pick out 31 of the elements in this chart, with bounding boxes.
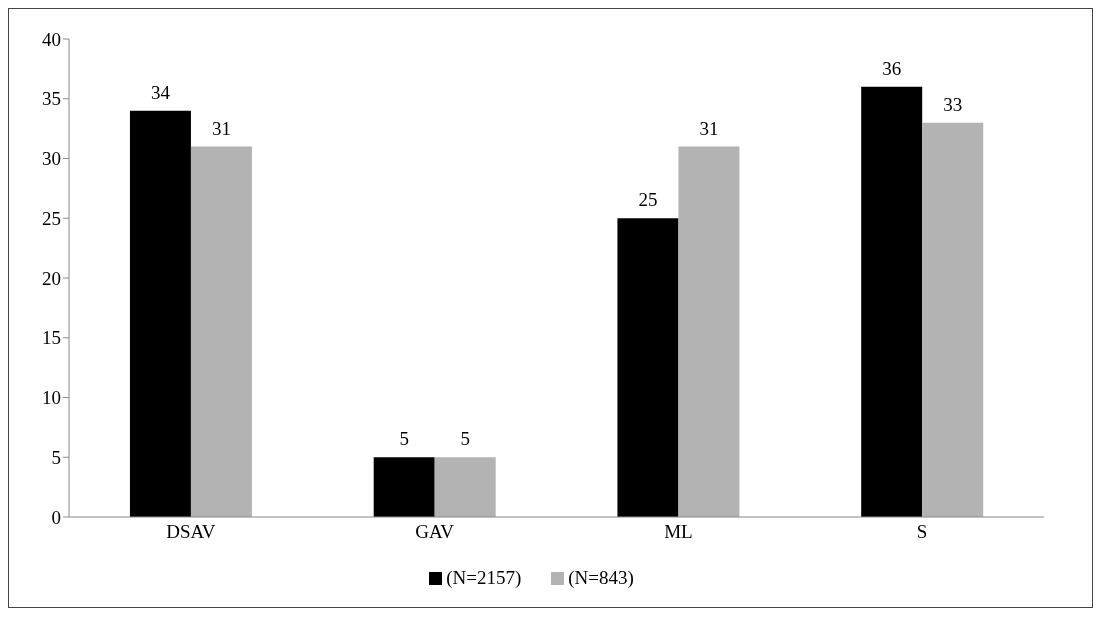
y-tick-label: 15 [42,327,61,349]
bar [617,218,679,517]
bar [922,122,984,517]
bar [129,110,191,517]
data-label: 5 [399,428,409,450]
data-label: 34 [150,81,171,103]
data-label: 33 [943,93,963,115]
bar [861,86,923,517]
bar [373,457,435,517]
data-label: 36 [882,57,902,79]
y-tick-label: 25 [42,207,61,229]
y-tick-label: 20 [42,267,61,289]
bar [434,457,496,517]
x-tick-label: GAV [415,521,455,543]
x-tick-label: S [916,521,928,543]
data-label: 5 [460,428,470,450]
data-label: 31 [699,117,719,139]
y-tick-label: 40 [42,28,61,50]
legend-label: (N=843) [568,567,634,589]
data-label: 25 [638,189,658,211]
y-tick-label: 5 [51,446,61,468]
y-tick-label: 30 [42,148,61,170]
y-tick-label: 35 [42,88,61,110]
y-tick-label: 10 [42,387,61,409]
data-label: 31 [211,117,231,139]
legend-label: (N=2157) [446,567,522,589]
bar [678,146,740,517]
bar [190,146,252,517]
x-tick-label: ML [664,521,693,543]
x-tick-label: DSAV [166,521,216,543]
y-tick-label: 0 [51,506,61,528]
